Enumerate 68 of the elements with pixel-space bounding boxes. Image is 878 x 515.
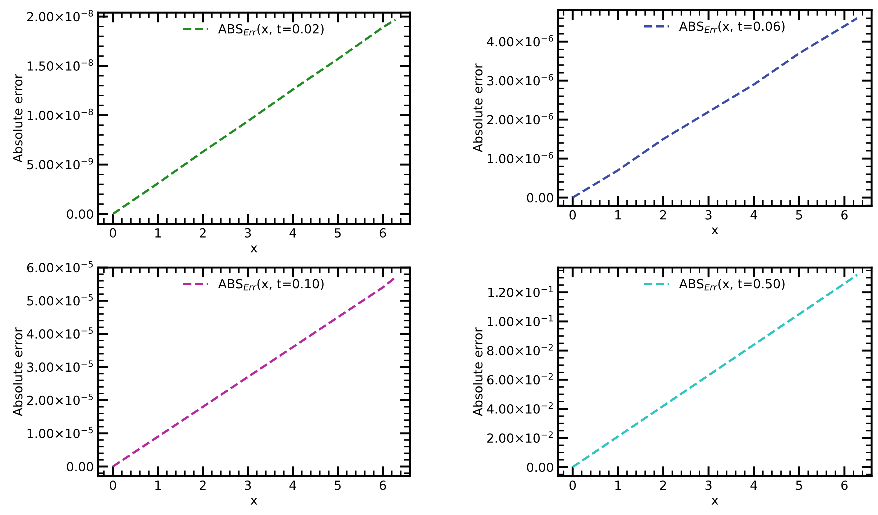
y-tick-label: 8.00×10$^{−2}$ (487, 344, 553, 356)
x-tick-label: 3 (706, 210, 712, 220)
y-tick-label: 1.00×10$^{−6}$ (488, 152, 554, 164)
legend-label: ABS$_{Err}$(x, t=0.02) (218, 24, 324, 36)
y-tick-label: 2.00×10$^{−6}$ (488, 113, 554, 125)
y-tick-label: 1.50×10$^{−8}$ (28, 60, 94, 71)
x-axis-title: x (250, 498, 258, 505)
x-axis-title: x (712, 498, 718, 505)
y-axis-title: Absolute error (473, 328, 483, 416)
y-tick-label: 6.00×10$^{−2}$ (487, 373, 553, 385)
x-tick-label: 5 (335, 228, 341, 238)
x-tick-label: 4 (750, 210, 758, 220)
line-series (112, 276, 397, 468)
x-tick-label: 0 (110, 480, 116, 490)
x-tick-label: 1 (616, 210, 622, 220)
x-tick-label: 0 (570, 480, 576, 490)
x-tick-label: 5 (796, 210, 802, 220)
x-tick-label: 0 (570, 210, 576, 220)
x-tick-label: 1 (156, 480, 161, 490)
y-tick-label: 0.00 (67, 462, 94, 472)
y-tick-label: 0.00 (527, 462, 554, 472)
x-tick-label: 3 (245, 480, 252, 490)
y-tick-label: 4.00×10$^{−2}$ (487, 402, 553, 414)
x-tick-label: 6 (842, 210, 848, 220)
x-tick-label: 3 (245, 228, 252, 238)
x-tick-label: 6 (380, 480, 386, 490)
line-series (112, 18, 397, 216)
y-tick-label: 0.00 (527, 193, 554, 203)
x-tick-label: 4 (290, 480, 296, 490)
x-axis-title: x (712, 228, 718, 235)
x-tick-label: 1 (156, 228, 161, 238)
x-tick-label: 5 (335, 480, 341, 490)
x-tick-label: 6 (380, 228, 386, 238)
y-tick-label: 5.00×10$^{−9}$ (28, 158, 94, 170)
y-tick-label: 3.00×10$^{−5}$ (27, 360, 94, 372)
x-tick-label: 4 (290, 228, 296, 238)
y-tick-label: 1.00×10$^{−1}$ (488, 315, 554, 327)
y-tick-label: 3.00×10$^{−6}$ (488, 74, 554, 86)
y-tick-label: 1.20×10$^{−1}$ (488, 286, 553, 298)
x-tick-label: 6 (842, 480, 848, 490)
line-series (572, 274, 858, 468)
legend-label: ABS$_{Err}$(x, t=0.50) (679, 279, 785, 291)
x-tick-label: 2 (200, 480, 206, 490)
y-tick-label: 4.00×10$^{−6}$ (487, 35, 554, 47)
y-tick-label: 4.00×10$^{−5}$ (27, 328, 94, 339)
y-tick-label: 6.00×10$^{−5}$ (27, 261, 94, 273)
x-tick-label: 0 (110, 228, 116, 238)
y-tick-label: 5.00×10$^{−5}$ (28, 294, 94, 306)
y-axis-title: Absolute error (13, 328, 23, 416)
x-tick-label: 2 (200, 228, 206, 238)
y-tick-label: 2.00×10$^{−5}$ (27, 394, 94, 406)
y-tick-label: 1.00×10$^{−5}$ (28, 427, 94, 438)
legend-label: ABS$_{Err}$(x, t=0.06) (679, 22, 785, 34)
legend-label: ABS$_{Err}$(x, t=0.10) (218, 279, 324, 291)
y-tick-label: 2.00×10$^{−8}$ (27, 10, 94, 22)
x-tick-label: 5 (796, 480, 802, 490)
x-tick-label: 2 (660, 210, 666, 220)
x-axis-title: x (250, 246, 258, 253)
y-tick-label: 2.00×10$^{−2}$ (488, 432, 553, 444)
x-tick-label: 3 (706, 480, 712, 490)
y-tick-label: 0.00 (67, 210, 94, 220)
x-tick-label: 4 (750, 480, 758, 490)
y-axis-title: Absolute error (13, 74, 23, 163)
y-axis-title: Absolute error (473, 64, 483, 152)
y-tick-label: 1.00×10$^{−8}$ (28, 108, 94, 120)
x-tick-label: 1 (616, 480, 622, 490)
line-series (572, 17, 858, 199)
x-tick-label: 2 (660, 480, 666, 490)
